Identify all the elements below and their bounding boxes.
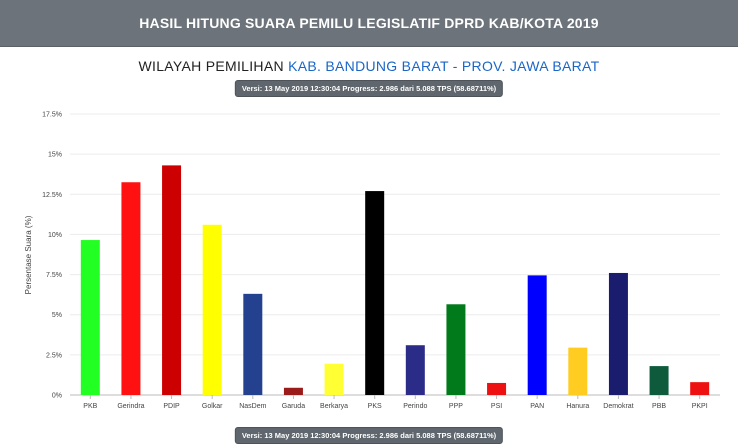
version-badge-top: Versi: 13 May 2019 12:30:04 Progress: 2.… [234,80,504,97]
y-axis-title: Persentase Suara (%) [24,215,33,294]
bar-ppp[interactable] [446,304,466,395]
y-tick-label: 17.5% [42,112,62,119]
x-tick-label: Berkarya [320,403,348,410]
x-axis: PKB Gerindra PDIP Golkar NasDem Garuda Berkary… [83,395,708,410]
bar-pkpi[interactable] [690,382,710,395]
bar-pks[interactable] [365,191,385,395]
bar-pan[interactable] [527,275,547,395]
x-tick-label: NasDem [239,403,266,410]
x-tick-label: PKPI [692,403,708,410]
bar-garuda[interactable] [283,387,303,395]
x-tick-label: PBB [652,403,666,410]
bar-nasdem[interactable] [243,293,263,395]
chart-bars [80,165,710,395]
y-tick-label: 5% [52,312,62,319]
y-tick-label: 7.5% [46,272,62,279]
x-tick-label: Gerindra [117,403,144,410]
bar-berkarya[interactable] [324,363,344,395]
x-tick-label: Hanura [566,403,589,410]
subtitle-prefix: WILAYAH PEMILIHAN [138,58,284,74]
y-axis: 0% 2.5% 5% 7.5% 10% 12.5% 15% 17.5% [42,112,62,400]
x-tick-label: PDIP [163,403,180,410]
page-header: HASIL HITUNG SUARA PEMILU LEGISLATIF DPR… [0,0,738,47]
x-tick-label: PKB [83,403,97,410]
bar-psi[interactable] [487,382,507,395]
region-link[interactable]: KAB. BANDUNG BARAT - PROV. JAWA BARAT [288,58,600,74]
y-tick-label: 15% [48,152,62,159]
bar-pbb[interactable] [649,366,669,395]
bar-hanura[interactable] [568,347,588,395]
bar-pdip[interactable] [162,165,182,395]
version-badge-bottom: Versi: 13 May 2019 12:30:04 Progress: 2.… [234,427,504,444]
y-tick-label: 0% [52,393,62,400]
header-title: HASIL HITUNG SUARA PEMILU LEGISLATIF DPR… [139,15,599,31]
x-tick-label: PKS [368,403,382,410]
bar-demokrat[interactable] [608,272,628,395]
x-tick-label: Golkar [202,403,223,410]
y-tick-label: 2.5% [46,352,62,359]
y-tick-label: 12.5% [42,192,62,199]
x-tick-label: PAN [530,403,544,410]
bar-gerindra[interactable] [121,182,141,395]
constituency-subtitle: WILAYAH PEMILIHAN KAB. BANDUNG BARAT - P… [0,58,738,74]
y-tick-label: 10% [48,232,62,239]
x-tick-label: PSI [491,403,502,410]
bar-pkb[interactable] [80,240,100,395]
x-tick-label: Demokrat [603,403,633,410]
x-tick-label: PPP [449,403,463,410]
bar-perindo[interactable] [405,345,425,395]
bar-golkar[interactable] [202,224,222,395]
x-tick-label: Perindo [403,403,427,410]
x-tick-label: Garuda [282,403,305,410]
